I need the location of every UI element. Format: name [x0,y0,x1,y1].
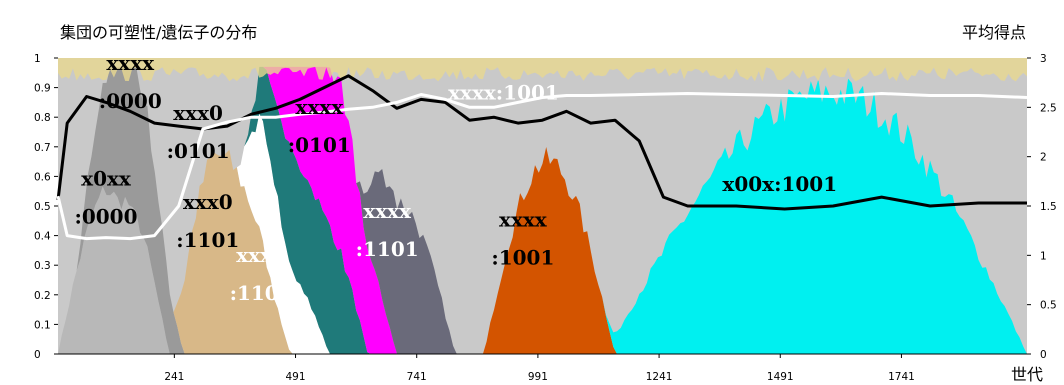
genotype-annotations: xxxx:0000x0xx:0000xxx0:0101xxx0:1101xxx0… [74,51,837,305]
genotype-label-line: :1100 [230,281,293,305]
score-lines [56,74,1028,241]
genotype-label: xxx0 :0101 [167,101,230,163]
genotype-label-line: xxxx:1001 [448,80,559,104]
genotype-label-line: xxxx [499,208,548,232]
genotype-label: xxx0 :1100 [230,243,293,305]
genotype-label-line: xxx0 [236,243,286,267]
y-tick-label: 0.7 [34,142,51,154]
stacked-areas [58,58,1027,355]
genotype-label: xxxx :1001 [491,208,554,270]
x-tick-label: 491 [286,371,306,383]
genotype-label: xxxx :0101 [288,95,351,157]
genotype-label: x00x:1001 [722,172,837,196]
y-tick-label: 0.1 [34,319,51,331]
y-tick-label: 0.4 [34,231,51,243]
y2-tick-label: 2 [1040,152,1047,164]
genotype-label-line: :0000 [74,204,137,228]
genotype-label: xxx0 :1101 [176,190,239,252]
y-tick-label: 1 [34,53,41,65]
x-tick-label: 241 [164,371,184,383]
y2-tick-label: 0 [1040,349,1047,361]
y-tick-label: 0.3 [34,260,51,272]
genotype-area [58,66,1027,355]
top-fringe-area [58,58,1027,82]
genotype-label-line: x00x:1001 [722,172,837,196]
x-axis-title: 世代 [1011,365,1043,384]
genotype-label-line: xxxx [295,95,344,119]
x-tick-label: 1491 [767,371,794,383]
genotype-label-line: :1001 [491,246,554,270]
genotype-label-line: x0xx [81,166,132,190]
chart-title: 集団の可塑性/遺伝子の分布 [60,23,257,42]
plasticity-line [56,74,1027,211]
genotype-area [58,186,1027,354]
x-tick-label: 1741 [888,371,915,383]
y-tick-label: 0.2 [34,290,51,302]
genotype-label-line: xxxx [106,51,155,75]
y2-tick-label: 1.5 [1040,201,1057,213]
genotype-area [58,66,1027,355]
y2-tick-label: 2.5 [1040,102,1057,114]
x-tick-label: 741 [407,371,427,383]
genotype-label-line: :0101 [288,133,351,157]
genotype-label: xxxx :0000 [99,51,162,113]
genotype-label: x0xx :0000 [74,166,137,228]
y-tick-label: 0.5 [34,201,51,213]
genotype-area [58,66,1027,355]
genotype-label-line: :0000 [99,89,162,113]
genotype-label-line: xxxx [363,199,412,223]
right-axis-title: 平均得点 [962,23,1026,42]
y2-tick-label: 0.5 [1040,300,1057,312]
axes: 0 0.1 0.2 0.3 0.4 0.5 0.6 0.7 0.8 0.9 1 0 0.5 1 1.5 2 2.… [34,53,1057,383]
genotype-label-line: xxx0 [173,101,223,125]
y2-tick-label: 3 [1040,53,1047,65]
genotype-label-line: :1101 [176,228,239,252]
y-tick-label: 0.6 [34,171,51,183]
x-tick-label: 991 [528,371,548,383]
genotype-label-line: :0101 [167,139,230,163]
average-score-line [56,92,1028,241]
genotype-area [58,66,1027,355]
genotype-area [58,66,1027,355]
y-tick-label: 0 [34,349,41,361]
genotype-label: xxxx :1101 [356,199,419,261]
genotype-label-line: :1101 [356,237,419,261]
genotype-label-line: xxx0 [183,190,233,214]
y-tick-label: 0.8 [34,112,51,124]
y2-tick-label: 1 [1040,250,1047,262]
genotype-label: xxxx:1001 [448,80,559,104]
x-tick-label: 1241 [646,371,673,383]
y-tick-label: 0.9 [34,83,51,95]
